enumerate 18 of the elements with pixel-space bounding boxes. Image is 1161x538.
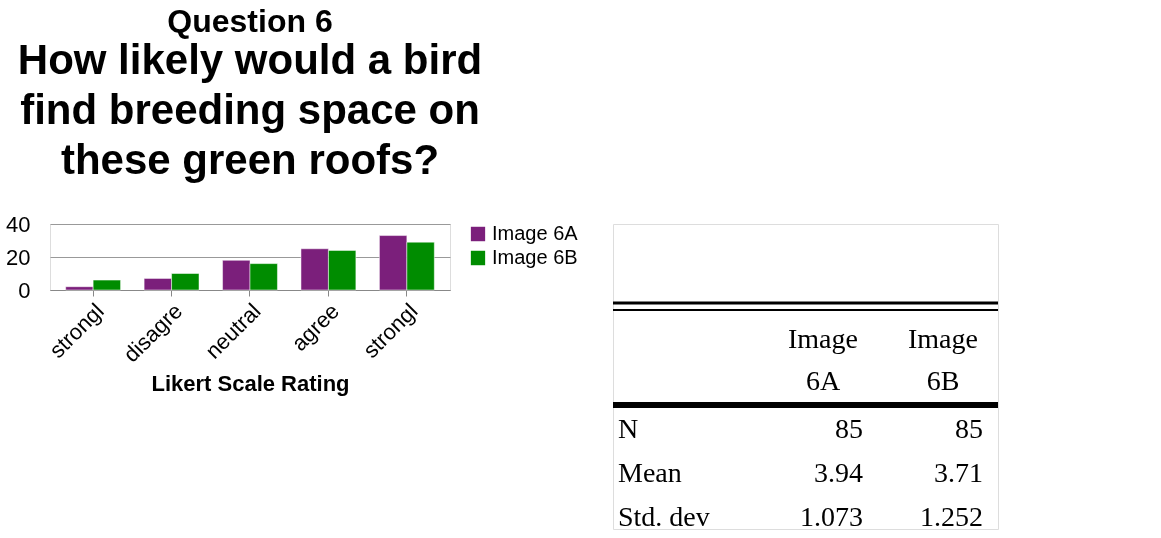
text: 3.71	[934, 457, 983, 488]
category-label: Image 6A	[788, 323, 858, 396]
text: 85	[955, 413, 983, 444]
category-label: N	[618, 413, 639, 444]
chart-title: Question 6	[167, 3, 333, 39]
category-label: Std. dev	[618, 501, 710, 532]
text: 1.252	[920, 501, 983, 532]
category-label: Image 6B	[908, 323, 978, 396]
y-tick-label: 40	[6, 211, 31, 237]
legend-label: Image 6A	[492, 222, 579, 244]
text: 1.073	[800, 501, 863, 532]
y-tick-label: 20	[6, 244, 31, 270]
y-tick-label: 0	[18, 277, 31, 303]
x-axis-title: Likert Scale Rating	[151, 371, 350, 397]
category-label: Mean	[618, 457, 682, 488]
text: 85	[835, 413, 863, 444]
text: 3.94	[814, 457, 863, 488]
legend-label: Image 6B	[492, 246, 578, 268]
